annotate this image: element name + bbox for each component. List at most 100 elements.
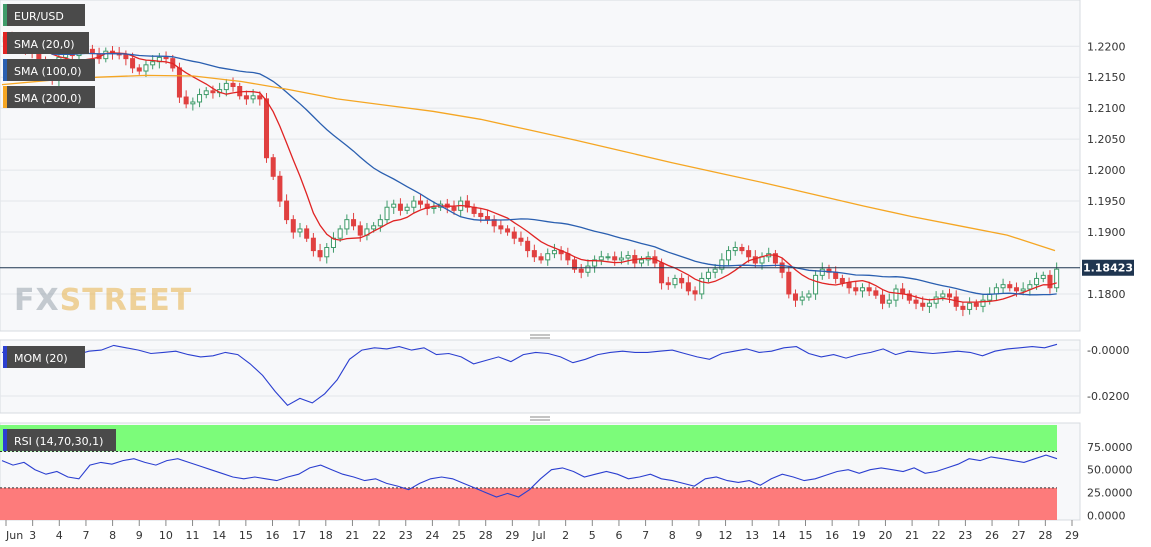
candle-body: [1013, 287, 1019, 292]
candle-body: [572, 259, 578, 270]
candle-body: [980, 299, 986, 307]
legend-rsi[interactable]: RSI (14,70,30,1): [3, 429, 116, 451]
rsi-line: [1, 454, 1058, 498]
legend-sma200[interactable]: SMA (200,0): [3, 86, 95, 108]
panel-splitter-1[interactable]: [530, 334, 550, 339]
rsi-path: [1, 454, 1058, 498]
candle-body: [103, 50, 109, 60]
price-tick-label: 1.2200: [1087, 40, 1126, 53]
rsi-overbought-zone: [0, 425, 1057, 452]
rsi-oversold-zone: [0, 487, 1057, 520]
price-y-axis: 1.2200 1.2150 1.2100 1.2050 1.2000 1.1950 1.19…: [1087, 40, 1126, 301]
candle-body: [317, 250, 323, 258]
candle-body: [853, 287, 859, 292]
candle-body: [839, 277, 845, 284]
last-price-label: 1.18423: [1083, 262, 1133, 275]
watermark-street: STREET: [60, 283, 193, 318]
sma20-line: [5, 36, 1057, 303]
candle-body: [136, 67, 142, 72]
candle-body: [746, 250, 752, 258]
sma-lines: [1, 36, 1057, 303]
rsi-tick-label: 0.0000: [1087, 509, 1126, 522]
x-tick-label: 21: [345, 529, 359, 542]
x-tick-label: 7: [82, 529, 89, 542]
candle-body: [933, 296, 939, 304]
legend-sma20[interactable]: SMA (20,0): [3, 32, 89, 54]
rsi-zones: [0, 425, 1057, 520]
candle-body: [324, 247, 330, 258]
candle-body: [1047, 274, 1053, 289]
x-tick-label: 9: [136, 529, 143, 542]
candle-body: [705, 271, 711, 279]
x-tick-label: 26: [985, 529, 999, 542]
candle-body: [277, 175, 283, 202]
x-tick-label: 12: [719, 529, 733, 542]
candle-body: [518, 237, 524, 242]
candle-body: [545, 253, 551, 261]
x-tick-label: 24: [425, 529, 439, 542]
candle-body: [270, 157, 276, 177]
candle-body: [123, 54, 129, 60]
candle-body: [210, 90, 216, 94]
x-tick-label: 29: [505, 529, 519, 542]
legend-sma20-label: SMA (20,0): [14, 38, 75, 51]
candle-body: [505, 228, 511, 233]
panel-splitter-2[interactable]: [530, 416, 550, 421]
x-tick-label: 4: [56, 529, 63, 542]
x-tick-label: 22: [932, 529, 946, 542]
price-panel: [0, 0, 1081, 332]
candle-body: [833, 271, 839, 279]
candle-body: [190, 101, 196, 105]
candle-body: [873, 290, 879, 296]
momentum-line: [1, 343, 1058, 406]
candle-body: [551, 250, 557, 255]
candle-body: [719, 259, 725, 270]
x-tick-label: 6: [615, 529, 622, 542]
fxstreet-watermark: FXSTREET: [14, 283, 193, 318]
candle-body: [223, 82, 229, 91]
legend-mom[interactable]: MOM (20): [3, 346, 85, 368]
x-tick-label: 2: [562, 529, 569, 542]
price-tick-label: 1.1900: [1087, 226, 1126, 239]
x-tick-label: 8: [669, 529, 676, 542]
candle-body: [263, 98, 270, 159]
x-tick-label: 28: [1038, 529, 1052, 542]
legend-mom-label: MOM (20): [14, 352, 68, 365]
candle-body: [772, 253, 778, 264]
price-tick-label: 1.2000: [1087, 164, 1126, 177]
x-tick-label: 17: [292, 529, 306, 542]
legend-pair-label: EUR/USD: [14, 10, 64, 23]
candle-body: [786, 271, 792, 295]
candle-body: [679, 277, 685, 284]
x-tick-label: 29: [1065, 529, 1079, 542]
candle-body: [351, 219, 357, 227]
legend-pair[interactable]: EUR/USD: [3, 4, 85, 26]
x-tick-label: 3: [29, 529, 36, 542]
x-tick-label: Jun: [5, 529, 23, 542]
candle-body: [290, 219, 296, 233]
rsi-tick-label: 75.0000: [1087, 441, 1133, 454]
candle-body: [344, 219, 350, 230]
candle-body: [1007, 284, 1013, 289]
candle-body: [397, 203, 403, 211]
candle-body: [424, 203, 430, 209]
x-tick-label: 18: [319, 529, 333, 542]
candle-body: [197, 94, 203, 103]
candle-body: [913, 299, 919, 304]
candle-body: [357, 225, 363, 236]
rsi-y-axis: 75.0000 50.0000 25.0000 0.0000: [1087, 441, 1133, 522]
x-tick-label: 22: [372, 529, 386, 542]
candle-body: [638, 259, 644, 264]
candle-body: [578, 268, 584, 273]
candle-body: [538, 256, 544, 261]
x-tick-label: 11: [186, 529, 200, 542]
candle-body: [337, 228, 343, 239]
candle-body: [799, 296, 805, 301]
x-tick-label: 8: [109, 529, 116, 542]
candle-body: [947, 293, 953, 298]
price-tick-label: 1.1950: [1087, 195, 1126, 208]
legend-sma100[interactable]: SMA (100,0): [3, 59, 95, 81]
candle-body: [297, 228, 303, 233]
x-tick-label: Jul: [531, 529, 545, 542]
candle-body: [880, 294, 886, 304]
